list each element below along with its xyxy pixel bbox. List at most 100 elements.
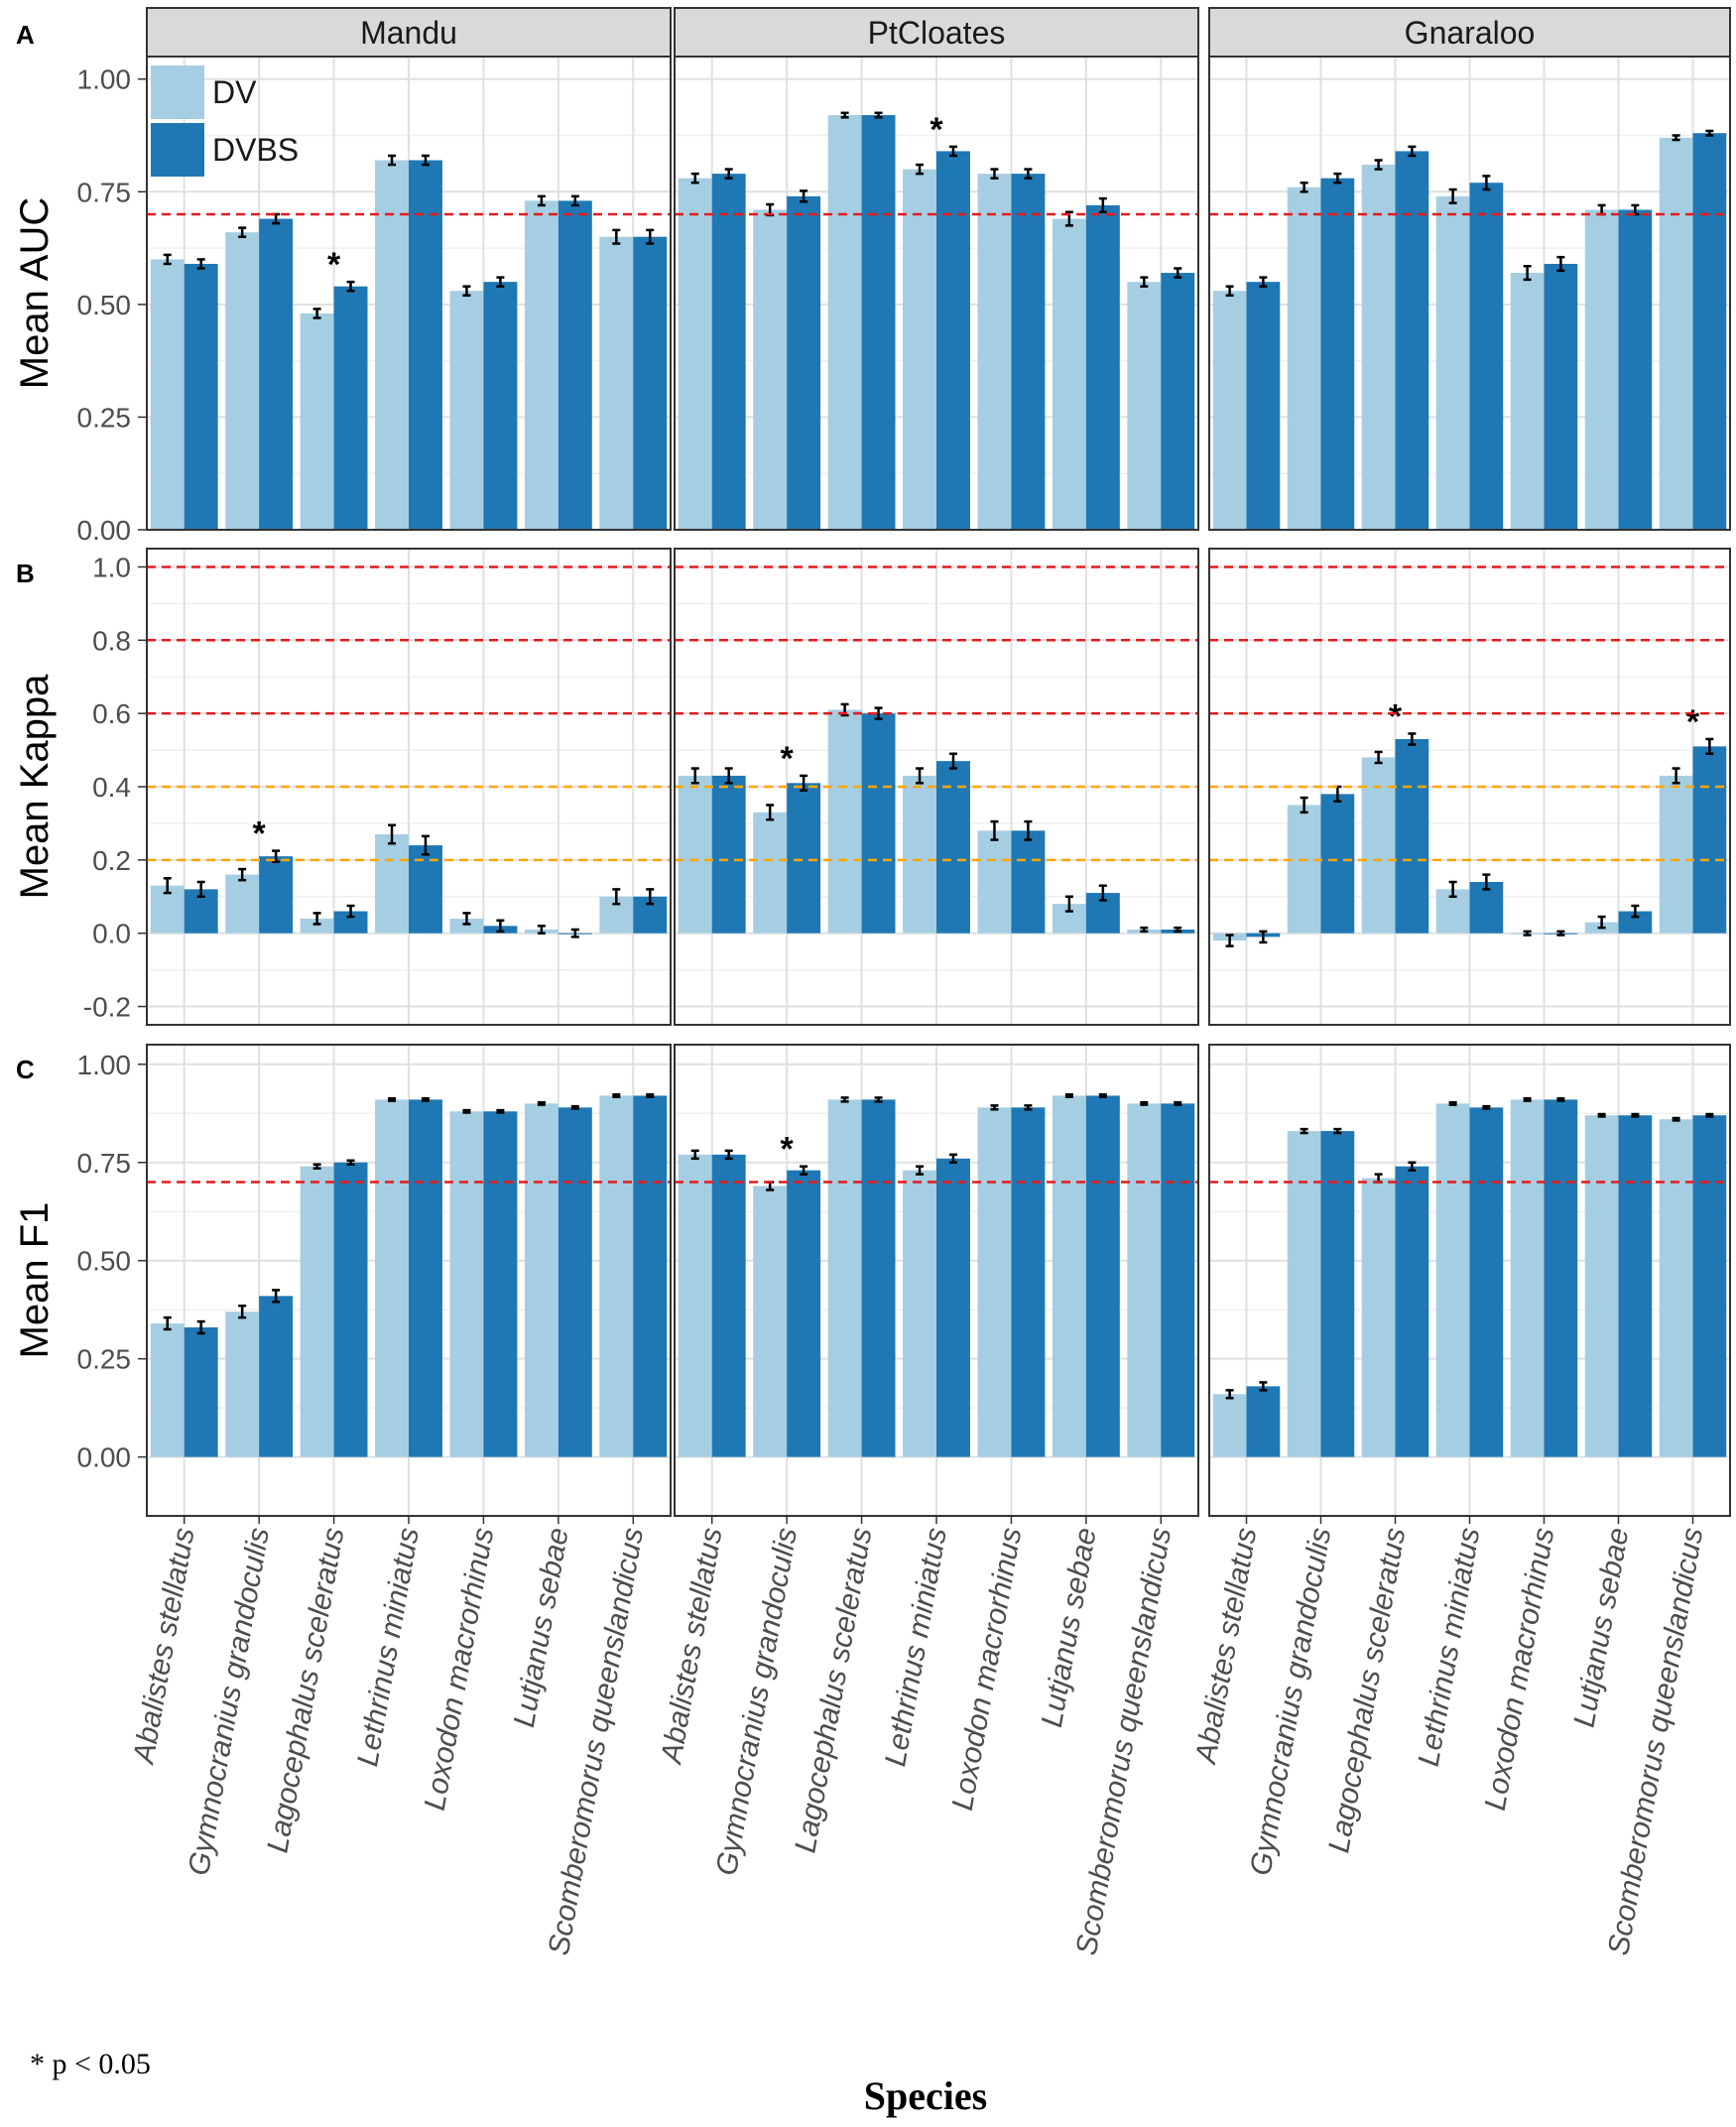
bar-DVBS-2 [1320, 178, 1355, 530]
error-bar [537, 925, 546, 935]
error-bar [462, 1108, 471, 1114]
bar-DVBS-3 [333, 911, 368, 934]
error-bar [537, 194, 546, 207]
error-bar [1482, 873, 1491, 891]
y-axis-label-B: Mean Kappa [13, 674, 57, 900]
facet-strip [674, 7, 1199, 58]
bar-DVBS-5 [483, 1111, 518, 1457]
y-tick-label: 0.2 [92, 845, 131, 876]
error-bar [800, 1165, 808, 1176]
error-bar [462, 285, 471, 298]
error-bar [840, 1096, 849, 1103]
bar-DVBS-1 [1246, 282, 1281, 530]
x-tick-label: Lagocephalus sceleratus [789, 1525, 878, 1855]
x-tick-label: Abalistes stellatus [655, 1525, 729, 1767]
y-axis-label-C: Mean F1 [13, 1202, 57, 1359]
error-bar [1225, 934, 1234, 947]
bar-DV-7 [1127, 1103, 1162, 1457]
bar-DV-4 [903, 169, 936, 531]
facet-A-Gnaraloo: Gnaraloo [1208, 7, 1731, 531]
bar-DVBS-4 [1469, 1107, 1504, 1457]
bar-DVBS-4 [936, 151, 970, 530]
bar-DV-2 [1287, 805, 1321, 934]
error-bar [421, 154, 430, 167]
error-bar [724, 767, 733, 785]
bar-DVBS-1 [711, 174, 746, 530]
y-tick-label: 0.50 [77, 1246, 132, 1277]
y-tick-label: 0.75 [77, 1148, 132, 1179]
error-bar [1300, 181, 1308, 193]
error-bar [916, 767, 925, 785]
error-bar [1300, 1127, 1308, 1135]
facet-strip-label: Gnaraloo [1405, 15, 1536, 51]
legend-label-DV: DV [212, 74, 257, 110]
error-bar [462, 912, 471, 926]
y-tick-label: 0.25 [77, 402, 132, 433]
bar-DV-4 [375, 160, 409, 530]
bar-DV-7 [1127, 282, 1162, 530]
panel-border [674, 56, 1199, 531]
facet-B-Gnaraloo: * * [1208, 548, 1731, 1026]
significance-marker: * [781, 740, 795, 778]
error-bar [570, 194, 579, 207]
error-bar [1064, 895, 1073, 913]
bar-DV-1 [1212, 1394, 1247, 1457]
x-tick-label: Loxodon macrorhinus [419, 1525, 501, 1813]
bar-DVBS-3 [1395, 1166, 1429, 1457]
bar-DV-5 [449, 291, 484, 530]
facet-A-PtCloates: PtCloates * [674, 7, 1199, 531]
error-bar [163, 1315, 172, 1331]
bar-DVBS-6 [1618, 911, 1653, 934]
error-bar [1408, 732, 1417, 746]
x-tick-label: Loxodon macrorhinus [946, 1525, 1029, 1813]
error-bar [272, 849, 281, 863]
bar-DVBS-6 [1618, 1115, 1653, 1457]
bar-DVBS-5 [1544, 263, 1578, 530]
error-bar [1024, 168, 1033, 180]
bar-DV-7 [599, 1095, 634, 1457]
error-bar [496, 919, 505, 934]
error-bar [1098, 196, 1107, 213]
y-tick-label: 0.8 [92, 625, 131, 656]
error-bar [874, 1096, 883, 1103]
bar-DV-6 [1052, 1095, 1086, 1457]
error-bar [496, 276, 505, 288]
error-bar [1482, 175, 1491, 191]
error-bar [196, 880, 205, 899]
error-bar [766, 804, 775, 821]
y-tick-label: 0.75 [77, 177, 132, 207]
bar-DV-6 [1052, 218, 1086, 531]
error-bar [238, 1304, 247, 1319]
x-tick-label: Lagocephalus sceleratus [261, 1525, 350, 1855]
bar-DV-1 [678, 775, 712, 934]
error-bar [724, 168, 733, 180]
bar-DVBS-2 [1320, 1131, 1355, 1457]
error-bar [690, 767, 699, 785]
error-bar [272, 1289, 281, 1304]
bar-DVBS-2 [259, 218, 294, 531]
bar-DVBS-5 [1011, 174, 1046, 530]
error-bar [537, 1100, 546, 1106]
error-bar [800, 774, 808, 792]
error-bar [1174, 267, 1182, 279]
x-tick-label: Lethrinus miniatus [1413, 1525, 1487, 1769]
error-bar [421, 1096, 430, 1102]
bar-DVBS-4 [936, 761, 970, 934]
bar-DV-2 [1287, 1131, 1321, 1457]
bar-DVBS-3 [333, 1162, 368, 1457]
error-bar [346, 904, 355, 919]
bar-DV-5 [1510, 1099, 1545, 1457]
facet-A-Mandu: Mandu * [146, 7, 672, 531]
bar-DV-1 [678, 1154, 712, 1457]
x-tick-label: Lethrinus miniatus [351, 1525, 426, 1769]
x-tick-label: Loxodon macrorhinus [1479, 1525, 1561, 1813]
bar-DVBS-4 [1469, 183, 1504, 530]
error-bar [346, 280, 355, 293]
error-bar [1098, 884, 1107, 902]
error-bar [1225, 285, 1234, 298]
significance-marker: * [253, 815, 267, 853]
error-bar [990, 819, 999, 841]
significance-marker: * [1389, 697, 1403, 735]
error-bar [1140, 276, 1149, 288]
